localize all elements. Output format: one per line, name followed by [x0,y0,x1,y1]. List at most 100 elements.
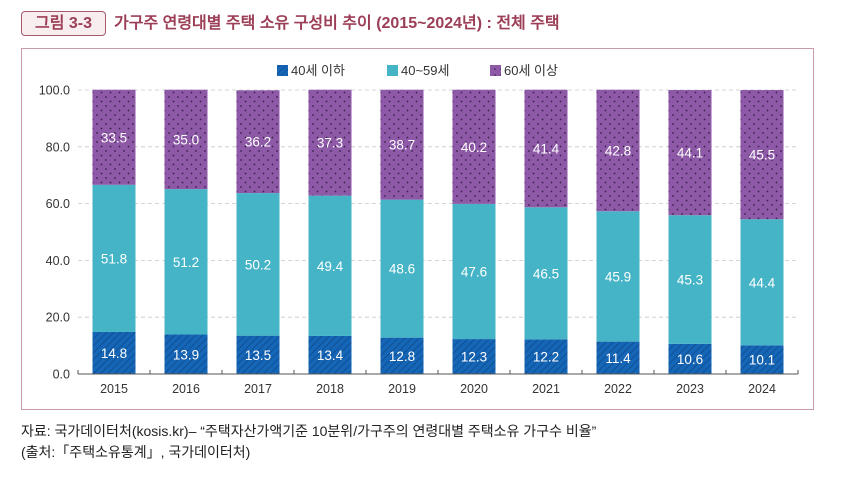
data-label: 42.8 [605,143,631,158]
bar-segment [92,89,136,185]
bar-segment [452,339,496,374]
x-tick-label: 2020 [460,382,488,396]
bar-segment [164,89,208,190]
data-label: 40.2 [461,140,487,155]
legend-label-40to59: 40~59세 [401,63,449,78]
y-tick-label: 100.0 [39,84,70,98]
bar-stack-2016: 13.9 51.2 35.0 [164,89,208,374]
bar-segment [236,90,280,194]
bar-segment [596,89,640,212]
x-tick-label: 2017 [244,382,272,396]
bar-segment [308,89,352,196]
bar-segment [596,211,640,342]
data-label: 51.2 [173,255,199,270]
bar-segment [596,341,640,374]
bar-segment [452,203,496,340]
legend-item-40to59: 40~59세 [387,63,449,78]
x-tick-label: 2016 [172,382,200,396]
data-label: 44.1 [677,146,703,161]
bar-stack-2019: 12.8 48.6 38.7 [380,89,424,374]
source-note: 자료: 국가데이터처(kosis.kr)– “주택자산가액기준 10분위/가구주… [21,421,596,463]
data-label: 46.5 [533,266,559,281]
bar-stack-2017: 13.5 50.2 36.2 [236,90,280,374]
data-label: 10.1 [749,353,775,368]
data-label: 13.9 [173,347,199,362]
bar-stack-2015: 14.8 51.8 33.5 [92,89,136,374]
chart-panel [21,48,814,410]
data-label: 14.8 [101,346,127,361]
bar-stack-2018: 13.4 49.4 37.3 [308,89,352,374]
bar-segment [164,334,208,374]
data-label: 33.5 [101,130,127,145]
bar-stack-2024: 10.1 44.4 45.5 [740,90,784,374]
data-label: 45.5 [749,148,775,163]
figure-number-badge: 그림 3-3 [21,11,106,36]
bar-stack-2021: 12.2 46.5 41.4 [524,89,568,374]
data-label: 48.6 [389,262,415,277]
bar-segment [668,343,712,374]
bar-segment [308,335,352,374]
bar-segment [452,89,496,204]
data-label: 37.3 [317,136,343,151]
data-label: 45.3 [677,273,703,288]
x-tick-label: 2015 [100,382,128,396]
data-label: 13.4 [317,348,344,363]
y-tick-label: 80.0 [46,140,70,154]
data-label: 45.9 [605,269,631,284]
legend-item-over60: 60세 이상 [490,63,558,78]
legend-swatch-over60 [490,65,501,76]
legend-item-under40: 40세 이하 [277,63,345,78]
legend: 40세 이하 40~59세 60세 이상 [277,63,558,78]
data-label: 38.7 [389,138,415,153]
figure-title: 가구주 연령대별 주택 소유 구성비 추이 (2015~2024년) : 전체 … [114,15,560,32]
y-tick-label: 40.0 [46,254,70,268]
legend-label-over60: 60세 이상 [504,63,558,78]
bars: 14.8 51.8 33.5 13.9 51.2 35.0 13.5 50.2 36.2 13.4… [92,89,784,374]
data-label: 41.4 [533,142,560,157]
bar-segment [380,337,424,374]
x-tick-label: 2024 [748,382,776,396]
data-label: 35.0 [173,132,199,147]
data-label: 50.2 [245,257,271,272]
bar-segment [92,184,136,332]
bar-segment [524,339,568,374]
y-tick-label: 20.0 [46,311,70,325]
data-label: 49.4 [317,259,344,274]
data-label: 13.5 [245,348,271,363]
data-label: 47.6 [461,264,487,279]
data-label: 11.4 [605,351,631,366]
x-axis: 2015 2016 2017 2018 2019 2020 2021 2022 2023 2024 [77,370,799,396]
bar-segment [668,90,712,216]
y-tick-label: 0.0 [53,368,70,382]
bar-segment [524,207,568,340]
bar-segment [308,195,352,336]
bar-segment [740,90,784,220]
data-label: 44.4 [749,275,776,290]
source-line-1: 자료: 국가데이터처(kosis.kr)– “주택자산가액기준 10분위/가구주… [21,423,597,439]
y-axis: 0.0 20.0 40.0 60.0 80.0 100.0 [39,84,70,382]
bar-segment [236,335,280,374]
x-tick-label: 2021 [532,382,560,396]
bar-segment [740,219,784,346]
x-tick-label: 2022 [604,382,632,396]
x-tick-label: 2023 [676,382,704,396]
bar-segment [740,345,784,374]
bar-stack-2023: 10.6 45.3 44.1 [668,90,712,374]
source-line-2: (출처:「주택소유통계」, 국가데이터처) [21,444,251,460]
bar-segment [380,199,424,338]
bar-segment [668,215,712,344]
bar-segment [236,193,280,336]
legend-swatch-40to59 [387,65,398,76]
bar-stack-2020: 12.3 47.6 40.2 [452,89,496,374]
bar-segment [92,331,136,374]
data-label: 12.8 [389,349,415,364]
x-tick-label: 2018 [316,382,344,396]
bar-stack-2022: 11.4 45.9 42.8 [596,89,640,374]
legend-label-under40: 40세 이하 [291,63,345,78]
bar-segment [524,89,568,208]
data-label: 10.6 [677,352,703,367]
x-tick-label: 2019 [388,382,416,396]
data-label: 36.2 [245,135,271,150]
data-label: 51.8 [101,251,127,266]
